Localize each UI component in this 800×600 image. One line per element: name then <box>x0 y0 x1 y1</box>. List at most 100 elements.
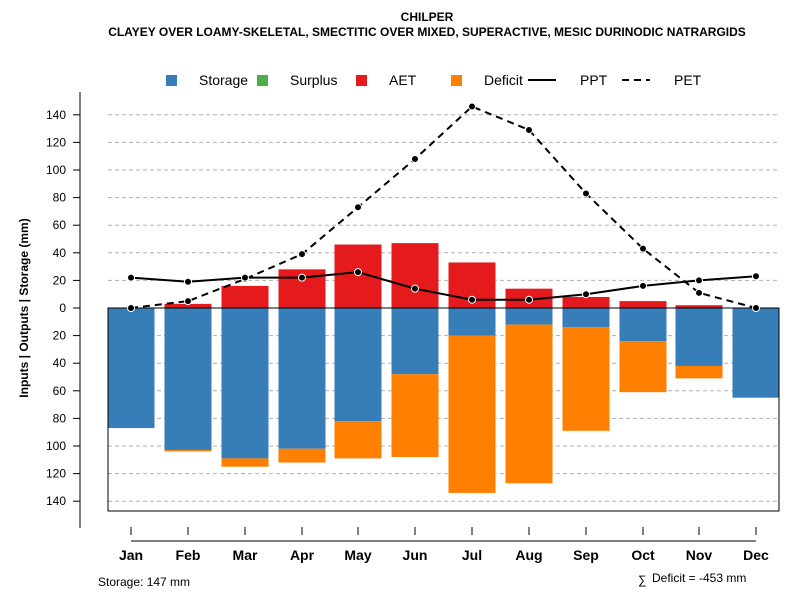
deficit-sum-symbol: ∑ <box>638 573 647 587</box>
pet-point <box>695 288 703 297</box>
y-axis: 140 120 100 80 60 40 20 0 20 40 60 80 100 120 140 <box>46 92 81 528</box>
storage-bar <box>505 308 553 325</box>
deficit-bar <box>562 327 610 431</box>
ppt-point <box>525 295 533 304</box>
x-tick-label: Apr <box>290 547 315 563</box>
x-axis: Jan Feb Mar Apr May Jun Jul Aug Sep Oct Nov Dec <box>119 527 769 563</box>
pet-point <box>184 297 192 306</box>
x-tick-label: Mar <box>233 547 258 563</box>
y-tick-label: 0 <box>59 301 66 315</box>
pet-point <box>411 154 419 163</box>
aet-bar <box>675 305 723 308</box>
bars <box>107 243 780 493</box>
plot-box <box>107 307 780 512</box>
legend-swatch <box>166 75 177 86</box>
x-tick-label: Aug <box>515 547 542 563</box>
lines <box>127 102 760 312</box>
storage-bar <box>391 308 439 375</box>
ppt-point <box>752 272 760 281</box>
x-tick-label: Nov <box>686 547 713 563</box>
y-tick-label: 20 <box>53 329 67 343</box>
y-tick-label: 40 <box>53 246 67 260</box>
ppt-point <box>411 284 419 293</box>
y-tick-label: 100 <box>46 163 66 177</box>
aet-bar <box>562 296 610 308</box>
aet-bar <box>221 285 269 308</box>
pet-point <box>127 304 135 312</box>
pet-line <box>130 105 757 309</box>
x-tick-label: Jan <box>119 547 143 563</box>
storage-bar <box>278 308 326 449</box>
pet-point <box>468 102 476 111</box>
deficit-footnote: Deficit = -453 mm <box>652 571 746 585</box>
pet-point <box>525 125 533 134</box>
pet-point <box>298 250 306 259</box>
y-tick-label: 20 <box>53 273 67 287</box>
ppt-point <box>298 273 306 282</box>
storage-bar <box>675 308 723 366</box>
storage-bar <box>448 308 496 336</box>
y-tick-label: 140 <box>46 494 66 508</box>
deficit-bar <box>278 448 326 463</box>
y-tick-label: 140 <box>46 108 66 122</box>
ppt-point <box>582 290 590 299</box>
storage-bar <box>562 308 610 328</box>
x-tick-label: Sep <box>573 547 599 563</box>
x-tick-label: Dec <box>743 547 769 563</box>
storage-bar <box>107 308 155 429</box>
deficit-bar <box>164 450 212 452</box>
y-tick-label: 80 <box>53 191 67 205</box>
ppt-point <box>468 295 476 304</box>
ppt-point <box>695 276 703 285</box>
y-tick-label: 80 <box>53 411 67 425</box>
storage-bar <box>164 308 212 451</box>
ppt-point <box>184 277 192 286</box>
legend-label: PET <box>674 72 702 88</box>
y-tick-label: 60 <box>53 384 67 398</box>
x-tick-label: Feb <box>176 547 201 563</box>
pet-point <box>752 304 760 312</box>
chart-title: CHILPER <box>401 10 454 24</box>
storage-footnote: Storage: 147 mm <box>98 575 190 589</box>
deficit-bar <box>675 365 723 379</box>
y-tick-label: 120 <box>46 467 66 481</box>
storage-bar <box>334 308 382 422</box>
y-tick-label: 120 <box>46 135 66 149</box>
deficit-bar <box>221 458 269 467</box>
deficit-bar <box>448 335 496 493</box>
deficit-bar <box>391 374 439 458</box>
y-axis-title: Inputs | Outputs | Storage (mm) <box>17 218 31 397</box>
legend-swatch <box>451 75 462 86</box>
legend-label: Deficit <box>484 72 523 88</box>
legend-label: Storage <box>199 72 248 88</box>
x-tick-label: Oct <box>631 547 655 563</box>
y-tick-label: 100 <box>46 439 66 453</box>
pet-point <box>639 244 647 253</box>
storage-bar <box>221 308 269 459</box>
x-tick-label: Jul <box>462 547 482 563</box>
legend-label: Surplus <box>290 72 337 88</box>
aet-bar <box>164 303 212 308</box>
deficit-bar <box>505 324 553 484</box>
ppt-point <box>127 273 135 282</box>
x-tick-label: Jun <box>403 547 428 563</box>
deficit-bar <box>619 341 667 393</box>
legend-swatch <box>356 75 367 86</box>
y-tick-label: 60 <box>53 218 67 232</box>
ppt-line <box>130 271 757 301</box>
ppt-point <box>241 273 249 282</box>
storage-bar <box>732 308 780 398</box>
legend: Storage Surplus AET Deficit PPT PET <box>166 72 702 88</box>
pet-point <box>354 203 362 212</box>
aet-bar <box>391 243 439 308</box>
deficit-bar <box>334 421 382 459</box>
chart-subtitle: CLAYEY OVER LOAMY-SKELETAL, SMECTITIC OV… <box>108 25 746 39</box>
storage-bar <box>619 308 667 342</box>
ppt-point <box>354 268 362 277</box>
x-tick-label: May <box>344 547 371 563</box>
ppt-point <box>639 281 647 290</box>
y-tick-label: 40 <box>53 356 67 370</box>
pet-point <box>582 189 590 198</box>
legend-swatch <box>257 75 268 86</box>
